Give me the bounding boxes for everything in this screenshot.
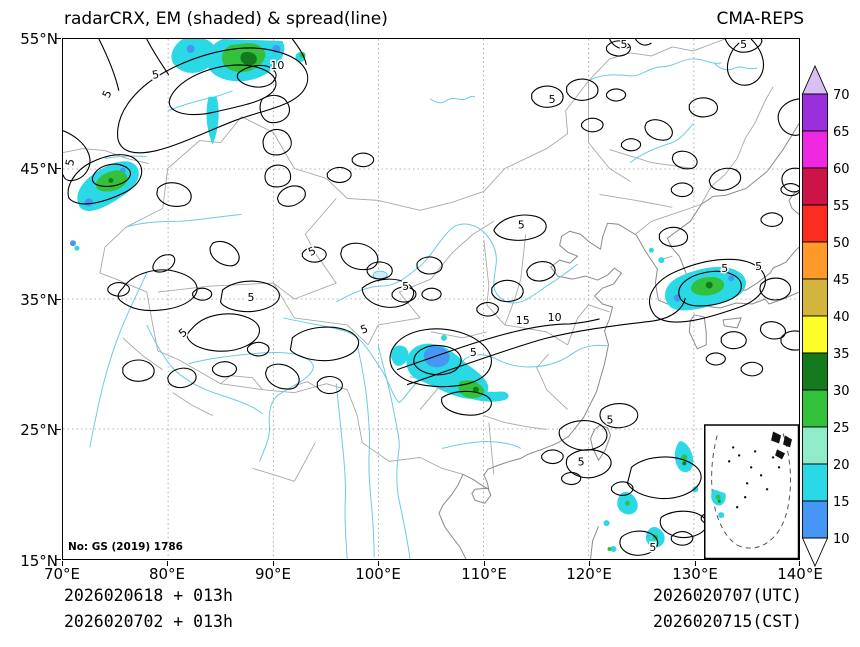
colorbar-tick-label: 10 [833,532,850,547]
svg-text:5: 5 [620,39,627,51]
lat-tick-label: 55°N [20,30,58,48]
svg-text:5: 5 [359,322,370,337]
svg-text:5: 5 [100,88,115,100]
axis-tick-y [56,299,61,300]
colorbar: 70 65 60 55 50 45 40 35 30 25 20 15 10 [801,64,860,574]
svg-text:5: 5 [306,244,318,259]
scs-inset [704,424,799,559]
colorbar-cell [802,389,828,428]
svg-text:15: 15 [516,314,530,327]
colorbar-cell [802,352,828,391]
colorbar-cell [802,426,828,465]
svg-text:5: 5 [578,455,585,468]
svg-text:10: 10 [270,59,284,72]
svg-text:5: 5 [518,218,525,231]
svg-text:5: 5 [607,414,614,427]
lon-tick-label: 120°E [566,565,612,583]
svg-text:5: 5 [63,158,77,167]
colorbar-cell [802,93,828,132]
axis-tick-x [484,561,485,566]
colorbar-tick-label: 30 [833,384,850,399]
axis-tick-y [56,429,61,430]
axis-tick-y [56,168,61,169]
colorbar-cell [802,315,828,354]
radar-echo-cyan [74,39,747,553]
svg-text:5: 5 [649,541,656,554]
svg-text:5: 5 [755,260,762,273]
colorbar-tick-label: 25 [833,421,850,436]
lon-tick-label: 90°E [254,565,292,583]
axis-tick-x [799,561,800,566]
inset-echo-dark-green [717,499,721,503]
license-text: No: GS (2019) 1786 [68,541,183,553]
init-time-cst: 2026020702 + 013h [64,612,233,631]
nine-dash-line [711,433,791,549]
map-panel: 5 5 5 5 5 5 5 5 5 5 5 5 5 5 5 5 5 5 10 1… [62,38,800,560]
page-title: radarCRX, EM (shaded) & spread(line) [64,9,388,29]
lat-tick-label: 45°N [20,160,58,178]
colorbar-tick-label: 50 [833,236,850,251]
valid-time-utc: 2026020707(UTC) [652,586,802,605]
colorbar-tick-label: 40 [833,310,850,325]
init-time-utc: 2026020618 + 013h [64,586,233,605]
svg-text:5: 5 [549,93,556,106]
axis-tick-x [378,561,379,566]
colorbar-tick-label: 15 [833,495,850,510]
colorbar-tick-label: 70 [833,88,850,103]
lon-tick-label: 100°E [355,565,401,583]
axis-tick-x [589,561,590,566]
lat-tick-label: 15°N [20,552,58,570]
model-label: CMA-REPS [716,9,804,29]
lon-tick-label: 140°E [777,565,823,583]
axis-tick-y [56,559,61,560]
map-canvas: 5 5 5 5 5 5 5 5 5 5 5 5 5 5 5 5 5 5 10 1… [63,39,799,559]
rivers [89,58,758,559]
inset-islands [727,431,793,509]
lon-tick-label: 70°E [43,565,81,583]
axis-tick-x [273,561,274,566]
lon-tick-label: 130°E [672,565,718,583]
colorbar-arrow-up [801,64,829,95]
lon-tick-label: 110°E [461,565,507,583]
lat-tick-label: 35°N [20,291,58,309]
colorbar-cell [802,500,828,539]
svg-text:5: 5 [740,39,747,51]
colorbar-cell [802,241,828,280]
lat-tick-label: 25°N [20,421,58,439]
political-borders [63,39,774,482]
colorbar-tick-label: 45 [833,273,850,288]
axis-tick-x [695,561,696,566]
svg-text:5: 5 [151,68,160,82]
axis-tick-x [62,561,63,566]
valid-time-cst: 2026020715(CST) [652,612,802,631]
colorbar-tick-label: 60 [833,162,850,177]
colorbar-cell [802,130,828,169]
svg-text:5: 5 [402,280,409,293]
spread-contours [63,39,799,556]
colorbar-tick-label: 55 [833,199,850,214]
svg-text:5: 5 [721,262,728,275]
axis-tick-y [56,38,61,39]
radar-echo-blue [69,44,735,368]
svg-text:5: 5 [247,291,254,304]
colorbar-tick-label: 65 [833,125,850,140]
colorbar-tick-label: 20 [833,458,850,473]
colorbar-cell [802,278,828,317]
colorbar-cell [802,463,828,502]
colorbar-cell [802,204,828,243]
lon-tick-label: 80°E [148,565,186,583]
colorbar-tick-label: 35 [833,347,850,362]
inset-echo-green [715,494,721,500]
colorbar-arrow-down [801,537,829,568]
radar-echo-dark-green [108,51,713,466]
colorbar-cell [802,167,828,206]
axis-tick-x [167,561,168,566]
svg-text:5: 5 [470,346,477,359]
svg-text:10: 10 [548,311,562,324]
